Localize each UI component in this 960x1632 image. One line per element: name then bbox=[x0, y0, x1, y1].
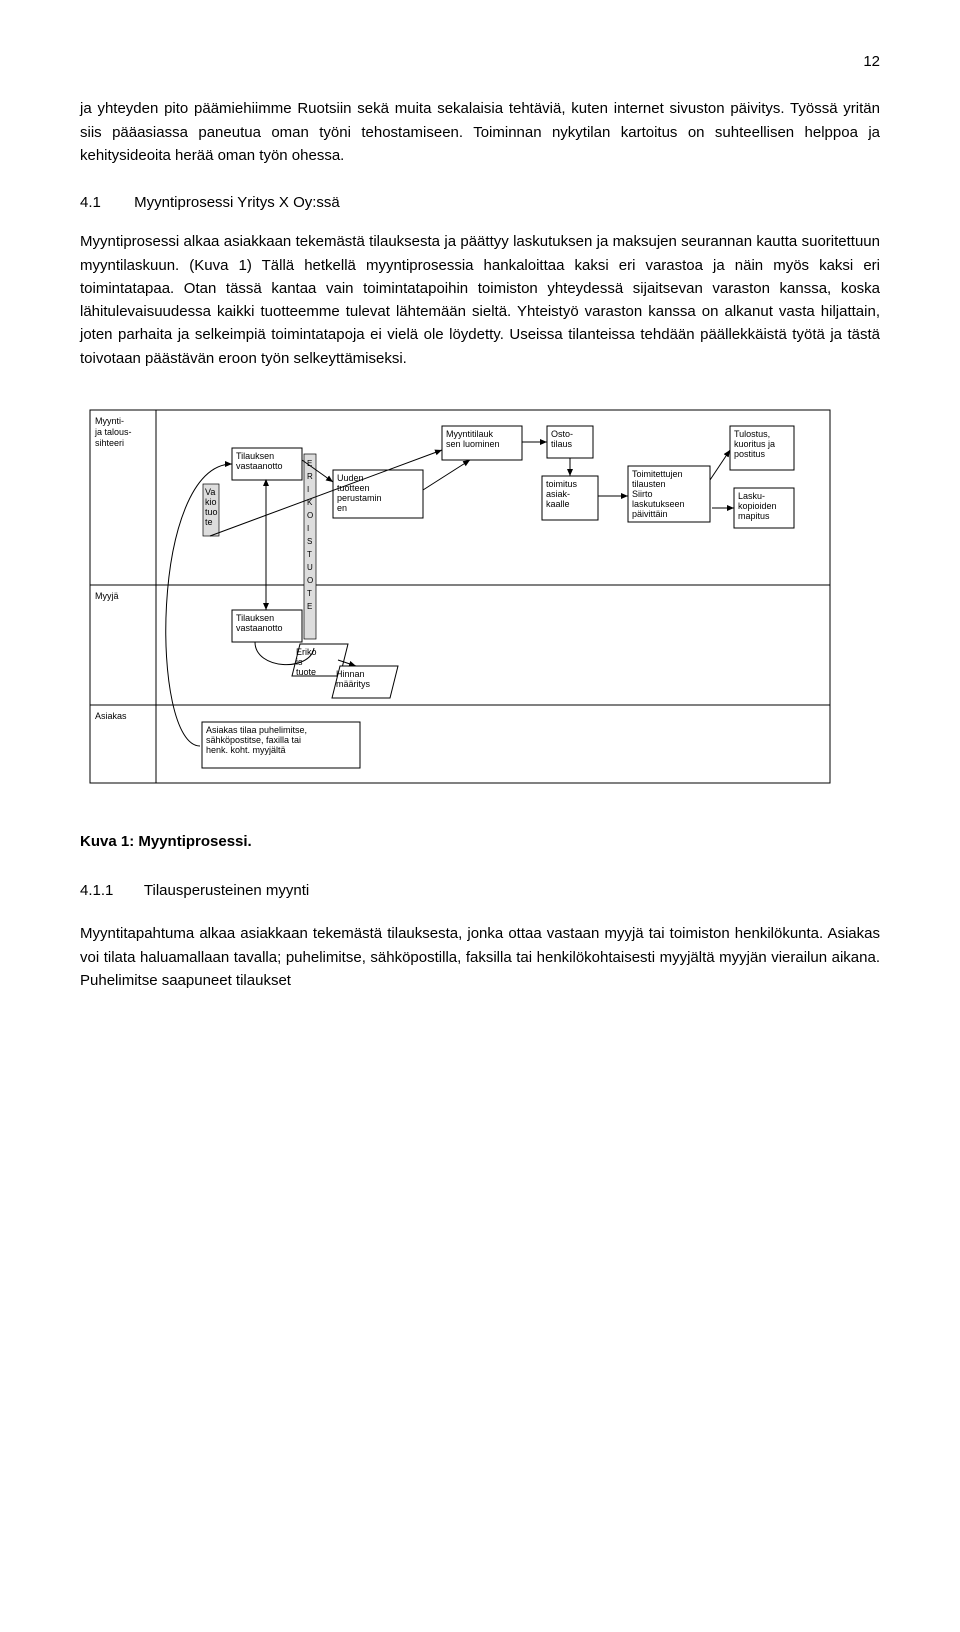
svg-text:T: T bbox=[307, 589, 312, 598]
svg-text:Uuden: Uuden bbox=[337, 473, 364, 483]
svg-text:sen luominen: sen luominen bbox=[446, 439, 500, 449]
svg-text:Hinnan: Hinnan bbox=[336, 669, 365, 679]
svg-text:R: R bbox=[307, 472, 313, 481]
svg-text:O: O bbox=[307, 511, 313, 520]
flowchart-svg: Myynti-ja talous-sihteeriMyyjäAsiakasERI… bbox=[80, 406, 840, 786]
svg-text:Toimitettujen: Toimitettujen bbox=[632, 469, 683, 479]
svg-text:Myynti-: Myynti- bbox=[95, 416, 124, 426]
svg-text:perustamin: perustamin bbox=[337, 493, 382, 503]
svg-text:tuote: tuote bbox=[296, 667, 316, 677]
figure-caption: Kuva 1: Myyntiprosessi. bbox=[80, 830, 880, 853]
flowchart-figure: Myynti-ja talous-sihteeriMyyjäAsiakasERI… bbox=[80, 406, 880, 786]
svg-text:Asiakas tilaa puhelimitse,: Asiakas tilaa puhelimitse, bbox=[206, 725, 307, 735]
svg-text:Va: Va bbox=[205, 487, 215, 497]
svg-text:sähköpostitse, faxilla tai: sähköpostitse, faxilla tai bbox=[206, 735, 301, 745]
svg-text:asiak-: asiak- bbox=[546, 489, 570, 499]
svg-text:Lasku-: Lasku- bbox=[738, 491, 765, 501]
svg-text:S: S bbox=[307, 537, 312, 546]
svg-text:I: I bbox=[307, 485, 309, 494]
svg-text:tuo: tuo bbox=[205, 507, 218, 517]
section-heading-4-1: 4.1 Myyntiprosessi Yritys X Oy:ssä bbox=[80, 191, 880, 214]
svg-text:Myyntitilauk: Myyntitilauk bbox=[446, 429, 494, 439]
svg-text:Tulostus,: Tulostus, bbox=[734, 429, 770, 439]
svg-text:te: te bbox=[205, 517, 213, 527]
svg-text:U: U bbox=[307, 563, 313, 572]
subsection-number: 4.1.1 bbox=[80, 879, 140, 902]
page-number: 12 bbox=[80, 50, 880, 73]
subsection-title: Tilausperusteinen myynti bbox=[144, 882, 309, 899]
paragraph-3: Myyntitapahtuma alkaa asiakkaan tekemäst… bbox=[80, 922, 880, 992]
svg-text:toimitus: toimitus bbox=[546, 479, 578, 489]
svg-text:en: en bbox=[337, 503, 347, 513]
svg-text:Myyjä: Myyjä bbox=[95, 591, 119, 601]
svg-text:kuoritus ja: kuoritus ja bbox=[734, 439, 775, 449]
svg-text:I: I bbox=[307, 524, 309, 533]
svg-text:laskutukseen: laskutukseen bbox=[632, 499, 685, 509]
svg-text:sihteeri: sihteeri bbox=[95, 438, 124, 448]
svg-text:Siirto: Siirto bbox=[632, 489, 653, 499]
subsection-heading-4-1-1: 4.1.1 Tilausperusteinen myynti bbox=[80, 879, 880, 902]
svg-text:kio: kio bbox=[205, 497, 217, 507]
svg-text:tuotteen: tuotteen bbox=[337, 483, 370, 493]
svg-text:E: E bbox=[307, 602, 312, 611]
svg-text:henk. koht. myyjältä: henk. koht. myyjältä bbox=[206, 745, 286, 755]
svg-text:ja talous-: ja talous- bbox=[94, 427, 132, 437]
svg-text:kaalle: kaalle bbox=[546, 499, 570, 509]
svg-text:Osto-: Osto- bbox=[551, 429, 573, 439]
svg-text:Asiakas: Asiakas bbox=[95, 711, 127, 721]
section-title: Myyntiprosessi Yritys X Oy:ssä bbox=[134, 194, 340, 211]
svg-text:vastaanotto: vastaanotto bbox=[236, 623, 283, 633]
svg-text:vastaanotto: vastaanotto bbox=[236, 461, 283, 471]
svg-text:Tilauksen: Tilauksen bbox=[236, 451, 274, 461]
paragraph-2: Myyntiprosessi alkaa asiakkaan tekemästä… bbox=[80, 230, 880, 370]
svg-text:O: O bbox=[307, 576, 313, 585]
svg-text:T: T bbox=[307, 550, 312, 559]
svg-text:määritys: määritys bbox=[336, 679, 371, 689]
svg-text:tilaus: tilaus bbox=[551, 439, 573, 449]
svg-text:kopioiden: kopioiden bbox=[738, 501, 777, 511]
paragraph-1: ja yhteyden pito päämiehiimme Ruotsiin s… bbox=[80, 97, 880, 167]
section-number: 4.1 bbox=[80, 191, 130, 214]
svg-text:päivittäin: päivittäin bbox=[632, 509, 668, 519]
svg-text:postitus: postitus bbox=[734, 449, 766, 459]
svg-text:tilausten: tilausten bbox=[632, 479, 666, 489]
svg-text:mapitus: mapitus bbox=[738, 511, 770, 521]
svg-text:Tilauksen: Tilauksen bbox=[236, 613, 274, 623]
